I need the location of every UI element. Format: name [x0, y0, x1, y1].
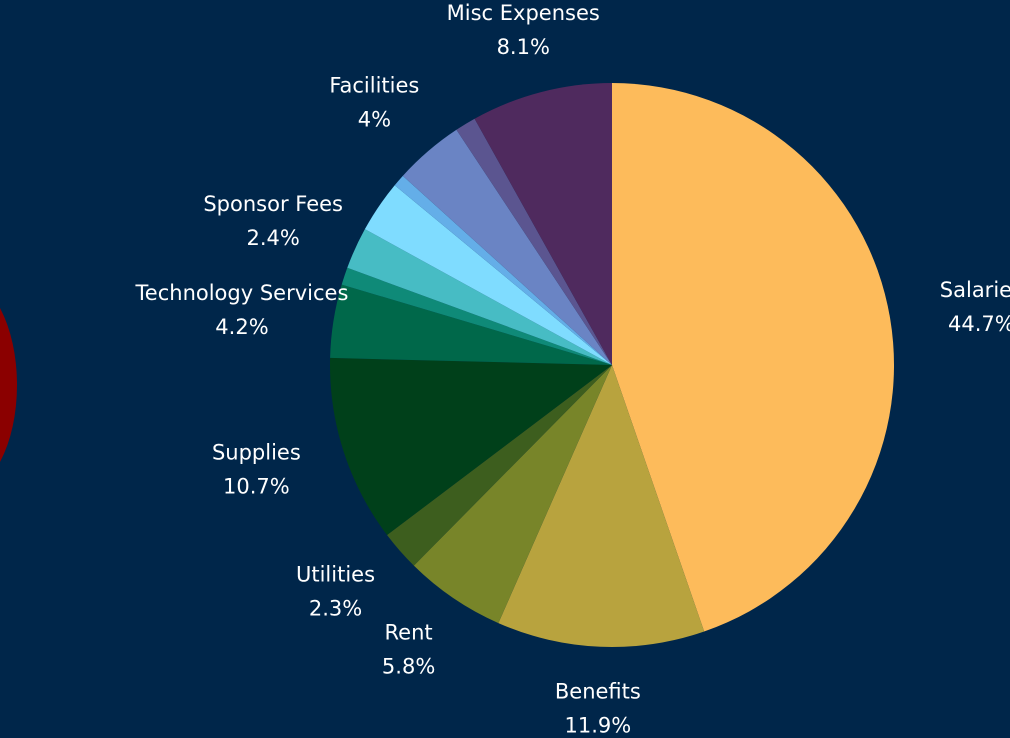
pie-slice [394, 175, 612, 365]
slice-value-label: 2.4% [246, 226, 299, 250]
slice-value-label: 4.2% [215, 315, 268, 339]
pie-slice [330, 284, 612, 365]
slice-label: Sponsor Fees [203, 192, 343, 216]
pie-slice [341, 267, 612, 365]
slice-label: Benefits [555, 680, 641, 704]
pie-slice [612, 83, 894, 632]
slice-value-label: 11.9% [565, 714, 632, 738]
pie-slice [330, 357, 612, 536]
slice-value-label: 4% [358, 107, 391, 131]
pie-slice [474, 83, 612, 365]
pie-slice [456, 118, 612, 365]
cropped-shape [0, 308, 17, 462]
slice-value-label: 5.8% [382, 654, 435, 678]
pie-slice [364, 185, 612, 365]
pie-slice [387, 365, 612, 566]
pie-slice [347, 229, 612, 365]
pie-slice [413, 365, 612, 624]
slice-value-label: 44.7% [948, 312, 1010, 336]
slice-value-label: 8.1% [497, 35, 550, 59]
pie-slice [498, 365, 705, 647]
slice-value-label: 10.7% [223, 475, 290, 499]
pie-slice [402, 129, 612, 365]
slice-label: Rent [385, 620, 433, 644]
slice-label: Misc Expenses [447, 1, 600, 25]
slice-label: Technology Services [135, 281, 349, 305]
slice-label: Salaries [940, 278, 1010, 302]
slice-label: Facilities [329, 73, 419, 97]
slice-value-label: 2.3% [309, 596, 362, 620]
slice-label: Supplies [212, 441, 301, 465]
slice-label: Utilities [296, 562, 375, 586]
